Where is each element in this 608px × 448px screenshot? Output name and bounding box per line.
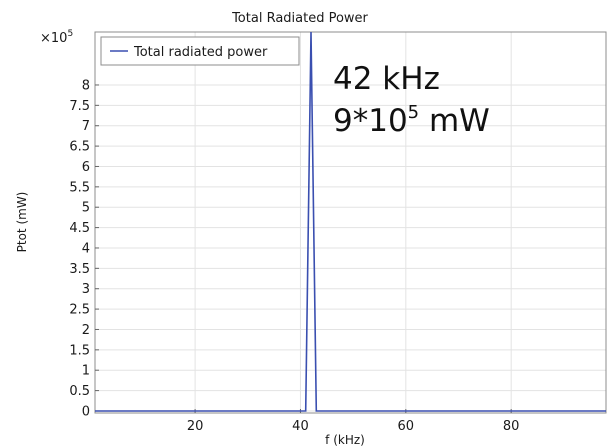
y-tick-label: 5.5 [69, 180, 90, 195]
y-tick-label: 0 [82, 404, 90, 419]
series-layer [95, 31, 606, 412]
y-tick-label: 3 [82, 282, 90, 297]
legend-label: Total radiated power [133, 45, 268, 60]
x-tick-label: 60 [398, 419, 415, 434]
y-tick-label: 6 [82, 160, 90, 175]
y-tick-label: 1 [82, 364, 90, 379]
y-tick-label: 8 [82, 78, 90, 93]
y-axis-label: Ptot (mW) [15, 192, 29, 253]
legend-box [100, 36, 300, 66]
chart-title: Total Radiated Power [231, 11, 368, 26]
y-tick-label: 1.5 [69, 343, 90, 358]
y-tick-label: 2 [82, 323, 90, 338]
grid-lines [95, 32, 606, 413]
y-tick-label: 5 [82, 201, 90, 216]
series-line-total-radiated-power [95, 31, 606, 412]
y-tick-label: 7.5 [69, 99, 90, 114]
x-axis-ticks: 20 40 60 80 [187, 409, 520, 434]
y-tick-label: 0.5 [69, 384, 90, 399]
legend: Total radiated power [100, 36, 300, 66]
x-tick-label: 80 [503, 419, 520, 434]
x-tick-label: 20 [187, 419, 204, 434]
plot-frame [94, 31, 607, 414]
y-tick-label: 6.5 [69, 140, 90, 155]
y-tick-label: 4 [82, 241, 90, 256]
y-tick-label: 7 [82, 119, 90, 134]
y-axis-multiplier: ×105 [40, 29, 73, 46]
y-tick-label: 4.5 [69, 221, 90, 236]
annotation-frequency: 42 kHz [333, 61, 440, 97]
y-tick-label: 3.5 [69, 262, 90, 277]
x-axis-label: f (kHz) [325, 433, 365, 447]
x-tick-label: 40 [292, 419, 309, 434]
y-tick-label: 2.5 [69, 303, 90, 318]
annotation-power: 9*105 mW [333, 102, 490, 139]
